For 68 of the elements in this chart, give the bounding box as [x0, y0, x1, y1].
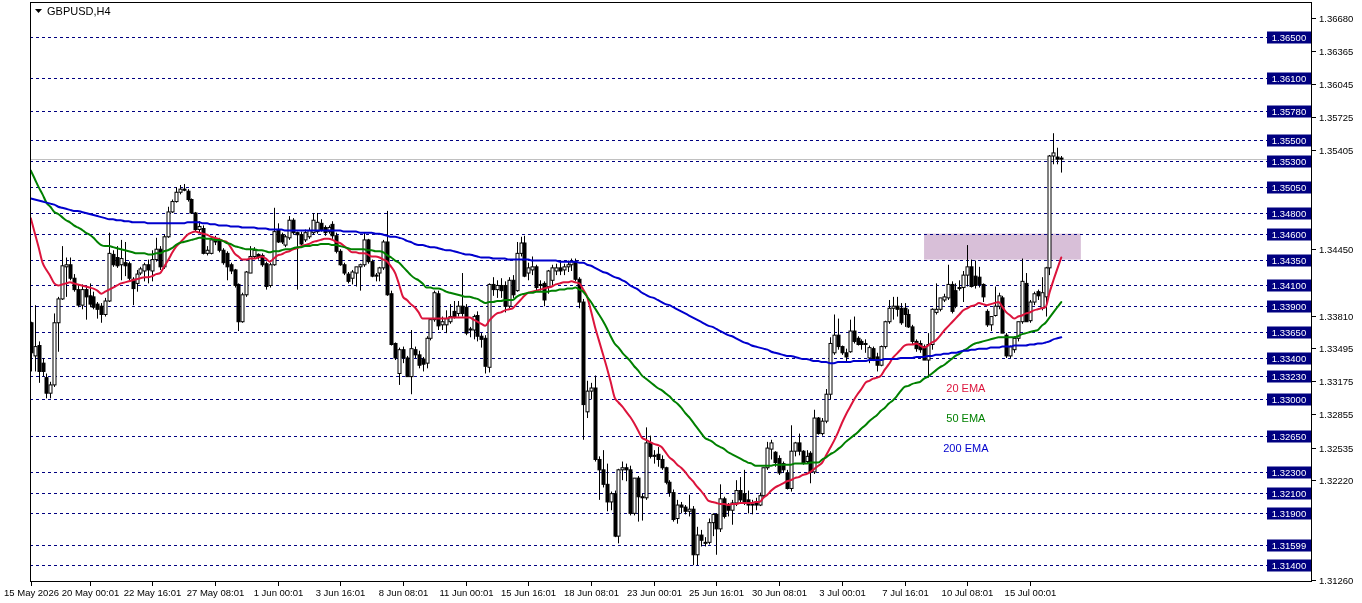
ref-line-label: 1.32650 — [1271, 430, 1307, 442]
ref-line-label: 1.33000 — [1271, 393, 1307, 405]
ref-line-label: 1.31400 — [1271, 559, 1307, 571]
candlestick — [123, 241, 128, 277]
x-tick-label: 25 Jun 16:01 — [689, 587, 744, 599]
x-tick-label: 30 Jun 08:01 — [752, 587, 807, 599]
candlestick — [891, 296, 896, 321]
ref-line-label: 1.35050 — [1271, 181, 1307, 193]
ref-line-label: 1.36100 — [1271, 72, 1307, 84]
x-tick-label: 23 Jun 00:01 — [627, 587, 682, 599]
x-tick-label: 11 Jun 00:01 — [439, 587, 494, 599]
ref-line-label: 1.33230 — [1271, 370, 1307, 382]
ref-line-label: 1.34100 — [1271, 279, 1307, 291]
x-tick-label: 10 Jul 08:01 — [941, 587, 994, 599]
x-tick-label: 15 Jul 00:01 — [1004, 587, 1057, 599]
x-tick-label: 8 Jun 08:01 — [378, 587, 429, 599]
ref-line-label: 1.34350 — [1271, 254, 1307, 266]
x-tick-label: 3 Jul 00:01 — [819, 587, 866, 599]
candlestick — [953, 282, 958, 309]
text: 200 EMA — [943, 441, 990, 454]
x-tick-label: 15 Jun 16:01 — [501, 587, 556, 599]
x-tick-label: 3 Jun 16:01 — [315, 587, 366, 599]
candlestick — [119, 239, 124, 281]
y-tick-label: 1.32855 — [1319, 408, 1354, 420]
candlestick — [33, 304, 38, 372]
y-tick-label: 1.36045 — [1319, 78, 1354, 90]
ref-line-label: 1.36500 — [1271, 31, 1307, 43]
y-tick-label: 1.31260 — [1319, 574, 1354, 586]
x-tick-label: 27 May 08:01 — [186, 587, 245, 599]
ref-line-label: 1.35780 — [1271, 105, 1307, 117]
x-tick-label: 20 May 00:01 — [61, 587, 120, 599]
ref-line-label: 1.32100 — [1271, 487, 1307, 499]
ref-line-label: 1.31900 — [1271, 507, 1307, 519]
text: 50 EMA — [946, 411, 987, 424]
candlestick — [503, 280, 508, 313]
ref-line-label: 1.34600 — [1271, 228, 1307, 240]
x-tick-label: 22 May 16:01 — [123, 587, 182, 599]
candlestick — [656, 446, 661, 468]
y-tick-label: 1.33495 — [1319, 342, 1354, 354]
x-tick-label: 15 May 2026 — [4, 587, 59, 599]
ref-line-label: 1.33650 — [1271, 326, 1307, 338]
y-tick-label: 1.32535 — [1319, 442, 1354, 454]
y-tick-label: 1.36680 — [1319, 12, 1354, 24]
y-tick-label: 1.35405 — [1319, 144, 1354, 156]
y-tick-label: 1.34450 — [1319, 243, 1354, 255]
x-tick-label: 1 Jun 00:01 — [253, 587, 304, 599]
y-tick-label: 1.35725 — [1319, 111, 1354, 123]
y-tick-label: 1.33175 — [1319, 375, 1354, 387]
candlestick — [973, 260, 978, 290]
x-tick-label: 18 Jun 08:01 — [564, 587, 619, 599]
y-tick-label: 1.36365 — [1319, 45, 1354, 57]
ref-line-label: 1.31599 — [1271, 539, 1307, 551]
y-tick-label: 1.33810 — [1319, 310, 1354, 322]
chart-title: GBPUSD,H4 — [47, 4, 111, 17]
ref-line-label: 1.33900 — [1271, 300, 1307, 312]
candlestick — [146, 259, 151, 284]
x-tick-label: 7 Jul 16:01 — [882, 587, 929, 599]
ref-line-label: 1.33400 — [1271, 352, 1307, 364]
text: 20 EMA — [946, 381, 987, 394]
candlestick — [84, 286, 89, 321]
candlestick — [903, 302, 908, 328]
ref-line-label: 1.32300 — [1271, 466, 1307, 478]
line-series — [30, 197, 1063, 365]
ref-line-label: 1.35300 — [1271, 155, 1307, 167]
candlestick — [836, 318, 841, 351]
ref-line-label: 1.35500 — [1271, 134, 1307, 146]
y-tick-label: 1.32220 — [1319, 474, 1354, 486]
ref-line-label: 1.34800 — [1271, 207, 1307, 219]
